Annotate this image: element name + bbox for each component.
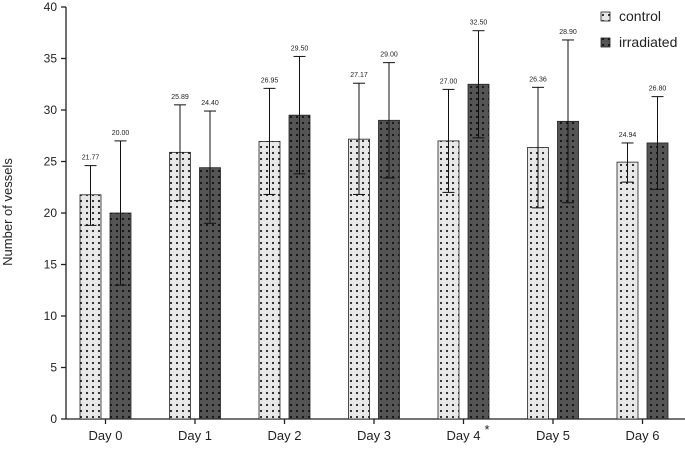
- y-tick-label: 15: [44, 258, 58, 272]
- legend-label-irradiated: irradiated: [619, 34, 677, 50]
- data-label-irradiated-4: 32.50: [470, 20, 488, 27]
- y-axis-label: Number of vessels: [0, 158, 15, 266]
- y-tick-label: 30: [44, 103, 58, 117]
- data-label-control-6: 24.94: [619, 132, 637, 139]
- x-tick-label: Day 3: [357, 428, 391, 443]
- x-tick-label: Day 1: [178, 428, 212, 443]
- bar-control-6: [616, 161, 639, 420]
- x-tick-label: Day 6: [626, 428, 660, 443]
- data-label-irradiated-2: 29.50: [291, 45, 309, 52]
- significance-mark: *: [485, 422, 490, 437]
- legend-swatch-irradiated: [600, 37, 611, 48]
- data-label-irradiated-0: 20.00: [112, 130, 130, 137]
- x-tick-label: Day 4: [447, 428, 481, 443]
- data-label-irradiated-5: 28.90: [559, 29, 577, 36]
- y-tick-label: 10: [44, 309, 58, 323]
- data-label-control-1: 25.89: [171, 94, 189, 101]
- data-label-irradiated-1: 24.40: [201, 100, 219, 107]
- legend-swatch-control: [600, 11, 611, 22]
- y-tick-label: 25: [44, 155, 58, 169]
- y-tick-label: 5: [50, 361, 57, 375]
- data-label-control-4: 27.00: [440, 78, 458, 85]
- bar-control-0: [79, 194, 102, 420]
- data-label-control-3: 27.17: [350, 72, 368, 79]
- legend-label-control: control: [619, 8, 661, 24]
- plot-area: 0 5 10 15 20 25 30 35 40 21.77 20.00 Day 0 25.89 24.4…: [44, 0, 685, 443]
- y-tick-label: 40: [44, 0, 58, 14]
- data-label-control-2: 26.95: [261, 77, 279, 84]
- x-tick-label: Day 5: [536, 428, 570, 443]
- x-tick-label: Day 2: [268, 428, 302, 443]
- data-label-irradiated-6: 26.80: [649, 86, 667, 93]
- y-tick-label: 20: [44, 206, 58, 220]
- data-label-control-0: 21.77: [82, 155, 100, 162]
- data-label-control-5: 26.36: [529, 76, 547, 83]
- data-label-irradiated-3: 29.00: [380, 52, 398, 59]
- y-tick-label: 0: [50, 412, 57, 426]
- x-tick-label: Day 0: [89, 428, 123, 443]
- y-tick-label: 35: [44, 52, 58, 66]
